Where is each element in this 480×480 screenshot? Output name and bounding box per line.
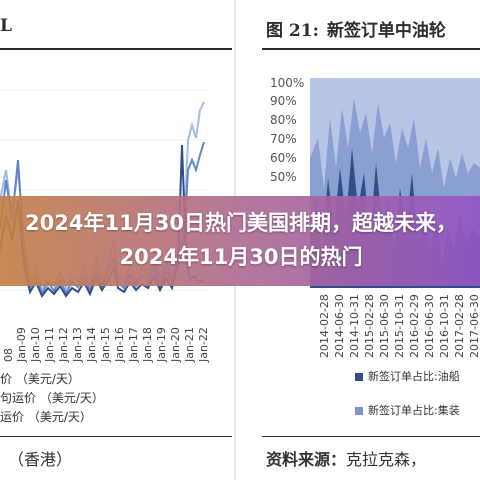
left-x-tick: Jan-18 xyxy=(141,327,154,362)
left-bottom-rule xyxy=(0,436,232,437)
source-label: 资料来源： xyxy=(266,450,347,469)
right-legend: 新签订单占比:油船 新签订单占比:集装 xyxy=(355,360,460,428)
right-y-tick: 90% xyxy=(270,94,297,108)
right-y-tick: 100% xyxy=(270,76,305,90)
right-source-line: 资料来源：克拉克森， xyxy=(266,446,426,470)
headline-banner xyxy=(0,196,480,286)
right-y-tick: 70% xyxy=(270,132,297,146)
right-x-tick: 2014-02-28 xyxy=(318,294,331,358)
left-x-tick: Jan-14 xyxy=(85,327,98,362)
left-x-tick: Jan-16 xyxy=(113,327,126,362)
figure-title: 图 21: 新签订单中油轮 xyxy=(266,16,446,41)
right-x-tick: 2015-10-31 xyxy=(393,294,406,358)
left-top-rule xyxy=(0,48,232,50)
right-y-tick: 80% xyxy=(270,113,297,127)
right-x-tick: 2015-06-30 xyxy=(378,294,391,358)
right-legend-item: 新签订单占比:集装 xyxy=(355,394,460,428)
right-x-tick: 2016-10-31 xyxy=(438,294,451,358)
right-legend-label: 新签订单占比:集装 xyxy=(368,404,460,417)
right-bottom-rule xyxy=(262,436,480,437)
left-gridlines xyxy=(0,89,206,291)
right-x-tick: 2016-06-30 xyxy=(423,294,436,358)
left-legend-item: 价 （美元/天） xyxy=(0,372,80,386)
left-x-tick: Jan-20 xyxy=(169,327,182,362)
left-x-tick: 08 xyxy=(2,348,15,362)
right-x-tick: 2014-06-30 xyxy=(333,294,346,358)
left-legend: 价 （美元/天） 句运价 （美元/天） 运价 （美元/天） xyxy=(0,370,104,427)
left-x-tick: Jan-12 xyxy=(57,327,70,362)
right-y-tick: 60% xyxy=(270,151,297,165)
right-x-tick: 2017-06-30 xyxy=(468,294,480,358)
left-x-tick: Jan-10 xyxy=(29,327,42,362)
figure-number: 图 21: xyxy=(266,21,319,41)
headline-text[interactable]: 2024年11月30日热门美国排期，超越未来，2024年11月30日的热门 xyxy=(25,211,457,269)
right-x-tick: 2015-02-28 xyxy=(363,294,376,358)
right-x-tick: 2014-10-31 xyxy=(348,294,361,358)
left-x-tick: Jan-22 xyxy=(197,327,210,362)
left-x-tick: Jan-11 xyxy=(43,327,56,362)
legend-swatch-container xyxy=(355,407,363,415)
left-x-tick: Jan-13 xyxy=(71,327,84,362)
right-top-rule xyxy=(262,48,480,50)
left-x-tick: Jan-17 xyxy=(127,327,140,362)
left-header-fragment: L xyxy=(0,16,12,36)
left-legend-item: 运价 （美元/天） xyxy=(0,410,92,424)
right-x-tick: 2016-02-29 xyxy=(408,294,421,358)
legend-swatch-oil xyxy=(355,373,363,381)
right-legend-label: 新签订单占比:油船 xyxy=(368,370,460,383)
right-legend-item: 新签订单占比:油船 xyxy=(355,360,460,394)
right-x-tick: 2017-02-28 xyxy=(453,294,466,358)
left-x-tick: Jan-19 xyxy=(155,327,168,362)
left-x-tick: Jan-15 xyxy=(99,327,112,362)
right-y-tick: 50% xyxy=(270,170,297,184)
left-x-tick: Jan-21 xyxy=(183,327,196,362)
left-x-tick: Jan-09 xyxy=(15,327,28,362)
figure-title-text: 新签订单中油轮 xyxy=(326,21,446,41)
left-source-text: （香港） xyxy=(8,450,73,469)
left-legend-item: 句运价 （美元/天） xyxy=(0,391,104,405)
source-value: 克拉克森， xyxy=(346,450,427,469)
